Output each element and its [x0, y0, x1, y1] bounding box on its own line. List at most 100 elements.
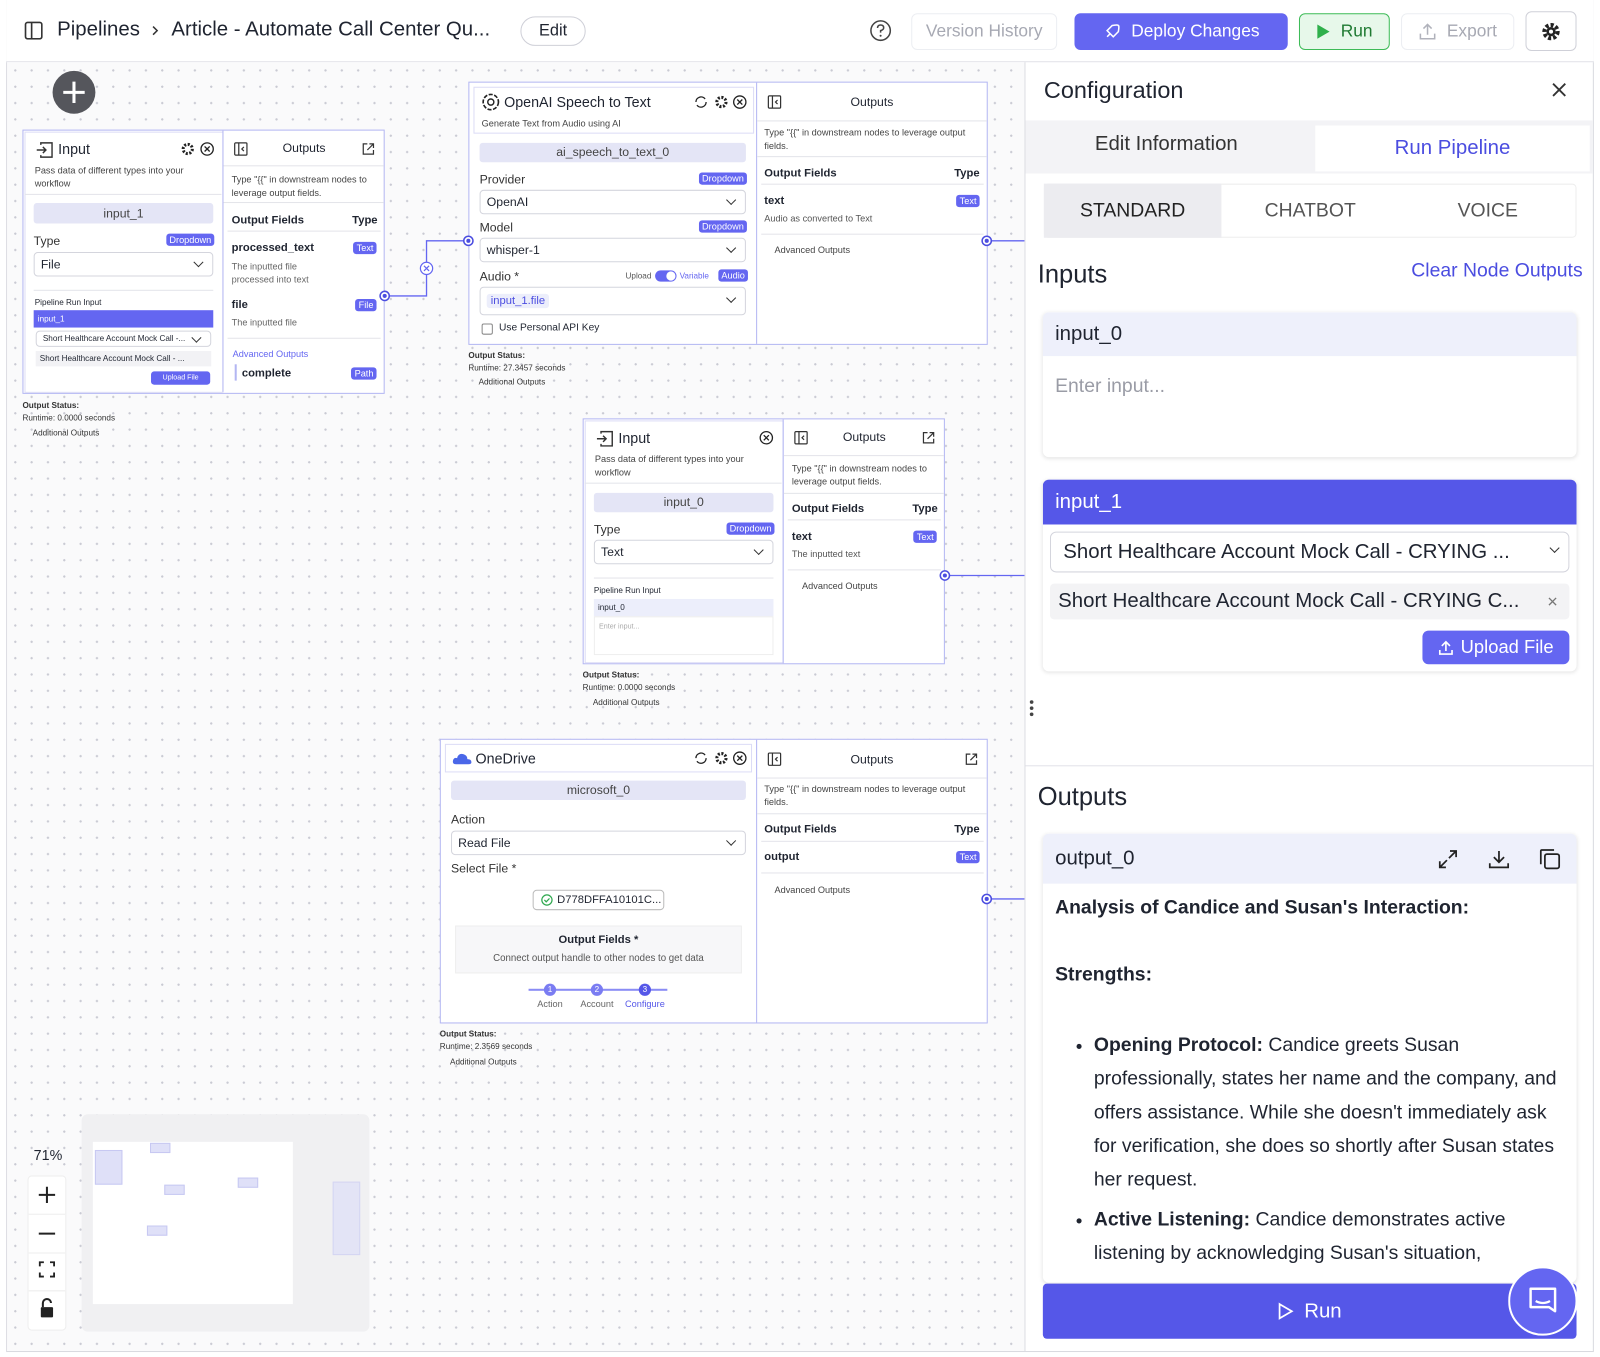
- action-select[interactable]: Read File: [451, 830, 746, 856]
- node-id: input_0: [593, 492, 774, 513]
- field-badge: Audio: [718, 269, 748, 282]
- node-title: Input: [618, 429, 651, 446]
- advanced-outputs[interactable]: Advanced Outputs: [802, 580, 878, 591]
- type-header: Type: [954, 823, 980, 836]
- additional-outputs[interactable]: Additional Outputs: [592, 697, 660, 708]
- run-button[interactable]: Run: [1298, 13, 1390, 50]
- toggle[interactable]: [655, 270, 677, 282]
- export-button[interactable]: Export: [1401, 13, 1515, 50]
- field-badge: Dropdown: [726, 522, 775, 535]
- mode[interactable]: CHATBOT: [1264, 199, 1356, 222]
- file-chip: Short Healthcare Account Mock Call - ...: [35, 351, 212, 367]
- zoom-buttons[interactable]: [28, 1177, 66, 1330]
- deploy-button[interactable]: Deploy Changes: [1074, 13, 1288, 50]
- deploy-label: Deploy Changes: [1131, 21, 1260, 41]
- output-card: output_0 Analysis of Candice and Susan's…: [1042, 833, 1577, 1283]
- output-section: Strengths:: [1055, 964, 1153, 986]
- output-fields-box: [455, 925, 742, 974]
- checkbox[interactable]: [481, 323, 493, 335]
- outputs-hint: Type "{{" in downstream nodes to leverag…: [764, 127, 966, 152]
- run-input-label: Pipeline Run Input: [34, 297, 102, 308]
- output-field: processed_text: [231, 241, 314, 255]
- file-chip: Short Healthcare Account Mock Call - CRY…: [1049, 583, 1570, 620]
- cloud-icon: [452, 753, 472, 765]
- close-panel[interactable]: [1551, 82, 1567, 98]
- output-description: The inputted text: [791, 548, 861, 560]
- panel-icon: [234, 142, 248, 156]
- remove-file[interactable]: [1548, 597, 1557, 606]
- version-history-button[interactable]: Version History: [911, 13, 1058, 50]
- variable-chip: input_1.file: [486, 293, 550, 309]
- additional-outputs[interactable]: Additional Outputs: [32, 428, 100, 438]
- upload-label: Upload File: [1460, 636, 1554, 658]
- step-number: 2: [590, 983, 604, 996]
- status-label: Output Status:: [582, 670, 640, 680]
- advanced-outputs[interactable]: Advanced Outputs: [774, 884, 851, 895]
- fields-header: Output Fields: [231, 214, 304, 227]
- node-id: microsoft_0: [451, 780, 746, 800]
- resize-handle[interactable]: [1027, 699, 1037, 719]
- model-select[interactable]: whisper-1: [479, 237, 746, 263]
- provider-select[interactable]: OpenAI: [479, 189, 746, 215]
- settings-button[interactable]: [1525, 11, 1577, 52]
- node-id: ai_speech_to_text_0: [479, 142, 746, 163]
- advanced-outputs[interactable]: Advanced Outputs: [774, 244, 851, 256]
- node-title: Input: [58, 140, 90, 158]
- output-field: output: [764, 851, 800, 864]
- chat-launcher[interactable]: [1508, 1266, 1578, 1336]
- expand-icon[interactable]: [964, 752, 978, 766]
- output-heading: Analysis of Candice and Susan's Interact…: [1055, 896, 1470, 919]
- run-pipeline-button[interactable]: Run: [1042, 1283, 1577, 1339]
- output-actions[interactable]: [1437, 848, 1564, 870]
- input-placeholder[interactable]: Enter input...: [1055, 375, 1166, 397]
- outputs-title: Outputs: [842, 429, 886, 444]
- help-icon[interactable]: [869, 19, 892, 42]
- inputs-title: Inputs: [1037, 260, 1108, 289]
- input-name: input_1: [1042, 479, 1577, 525]
- type-header: Type: [352, 214, 378, 227]
- clear-outputs[interactable]: Clear Node Outputs: [1411, 260, 1583, 282]
- breadcrumb-root[interactable]: Pipelines: [57, 18, 140, 41]
- panel-title: Configuration: [1043, 76, 1184, 104]
- edit-button[interactable]: Edit: [520, 16, 586, 46]
- audio-select[interactable]: input_1.file: [479, 286, 746, 316]
- field-label: Model: [479, 220, 513, 235]
- output-type: Text: [913, 530, 937, 543]
- tab-active[interactable]: Run Pipeline: [1315, 125, 1590, 172]
- field-badge: Dropdown: [698, 220, 747, 233]
- expand-icon[interactable]: [921, 431, 935, 445]
- input-card: input_1 Short Healthcare Account Mock Ca…: [1042, 479, 1577, 672]
- outputs-hint: Type "{{" in downstream nodes to leverag…: [231, 174, 367, 198]
- bullet-text: Candice greets Susan professionally, sta…: [1093, 1034, 1557, 1191]
- node-actions[interactable]: [181, 142, 216, 156]
- output-type: Text: [956, 851, 980, 864]
- sidebar-toggle[interactable]: [24, 21, 43, 40]
- run-input-field[interactable]: Enter input...: [593, 616, 774, 656]
- upload-button[interactable]: Upload File: [1422, 630, 1570, 665]
- node-actions[interactable]: [694, 95, 747, 109]
- file-select[interactable]: Short Healthcare Account Mock Call -...: [35, 330, 212, 347]
- advanced-outputs[interactable]: Advanced Outputs: [232, 348, 309, 360]
- type-select[interactable]: Text: [593, 539, 774, 565]
- speech-to-text-node[interactable]: OpenAI Speech to Text Generate Text from…: [468, 81, 988, 345]
- expand-icon[interactable]: [361, 142, 375, 156]
- file-select[interactable]: Short Healthcare Account Mock Call - CRY…: [1049, 531, 1570, 573]
- input-node[interactable]: Input Pass data of different types into …: [582, 418, 945, 665]
- type-select[interactable]: File: [33, 252, 214, 277]
- field-badge: Dropdown: [166, 233, 215, 246]
- additional-outputs[interactable]: Additional Outputs: [478, 377, 546, 387]
- add-node-button[interactable]: [52, 70, 96, 114]
- upload-button[interactable]: Upload File: [151, 371, 211, 385]
- mode-active[interactable]: STANDARD: [1043, 183, 1222, 238]
- status-label: Output Status:: [468, 351, 526, 361]
- close-node[interactable]: [759, 430, 774, 445]
- output-field: text: [764, 194, 785, 208]
- onedrive-node[interactable]: OneDrive microsoft_0 Action Read File Se…: [439, 738, 988, 1024]
- node-actions[interactable]: [694, 751, 747, 765]
- file-button[interactable]: D778DFFA10101C...: [532, 889, 665, 911]
- additional-outputs[interactable]: Additional Outputs: [449, 1057, 517, 1067]
- node-title: OneDrive: [475, 749, 536, 767]
- input-node[interactable]: Input Pass data of different types into …: [22, 129, 385, 394]
- mode[interactable]: VOICE: [1457, 199, 1518, 222]
- tab[interactable]: Edit Information: [1094, 132, 1238, 156]
